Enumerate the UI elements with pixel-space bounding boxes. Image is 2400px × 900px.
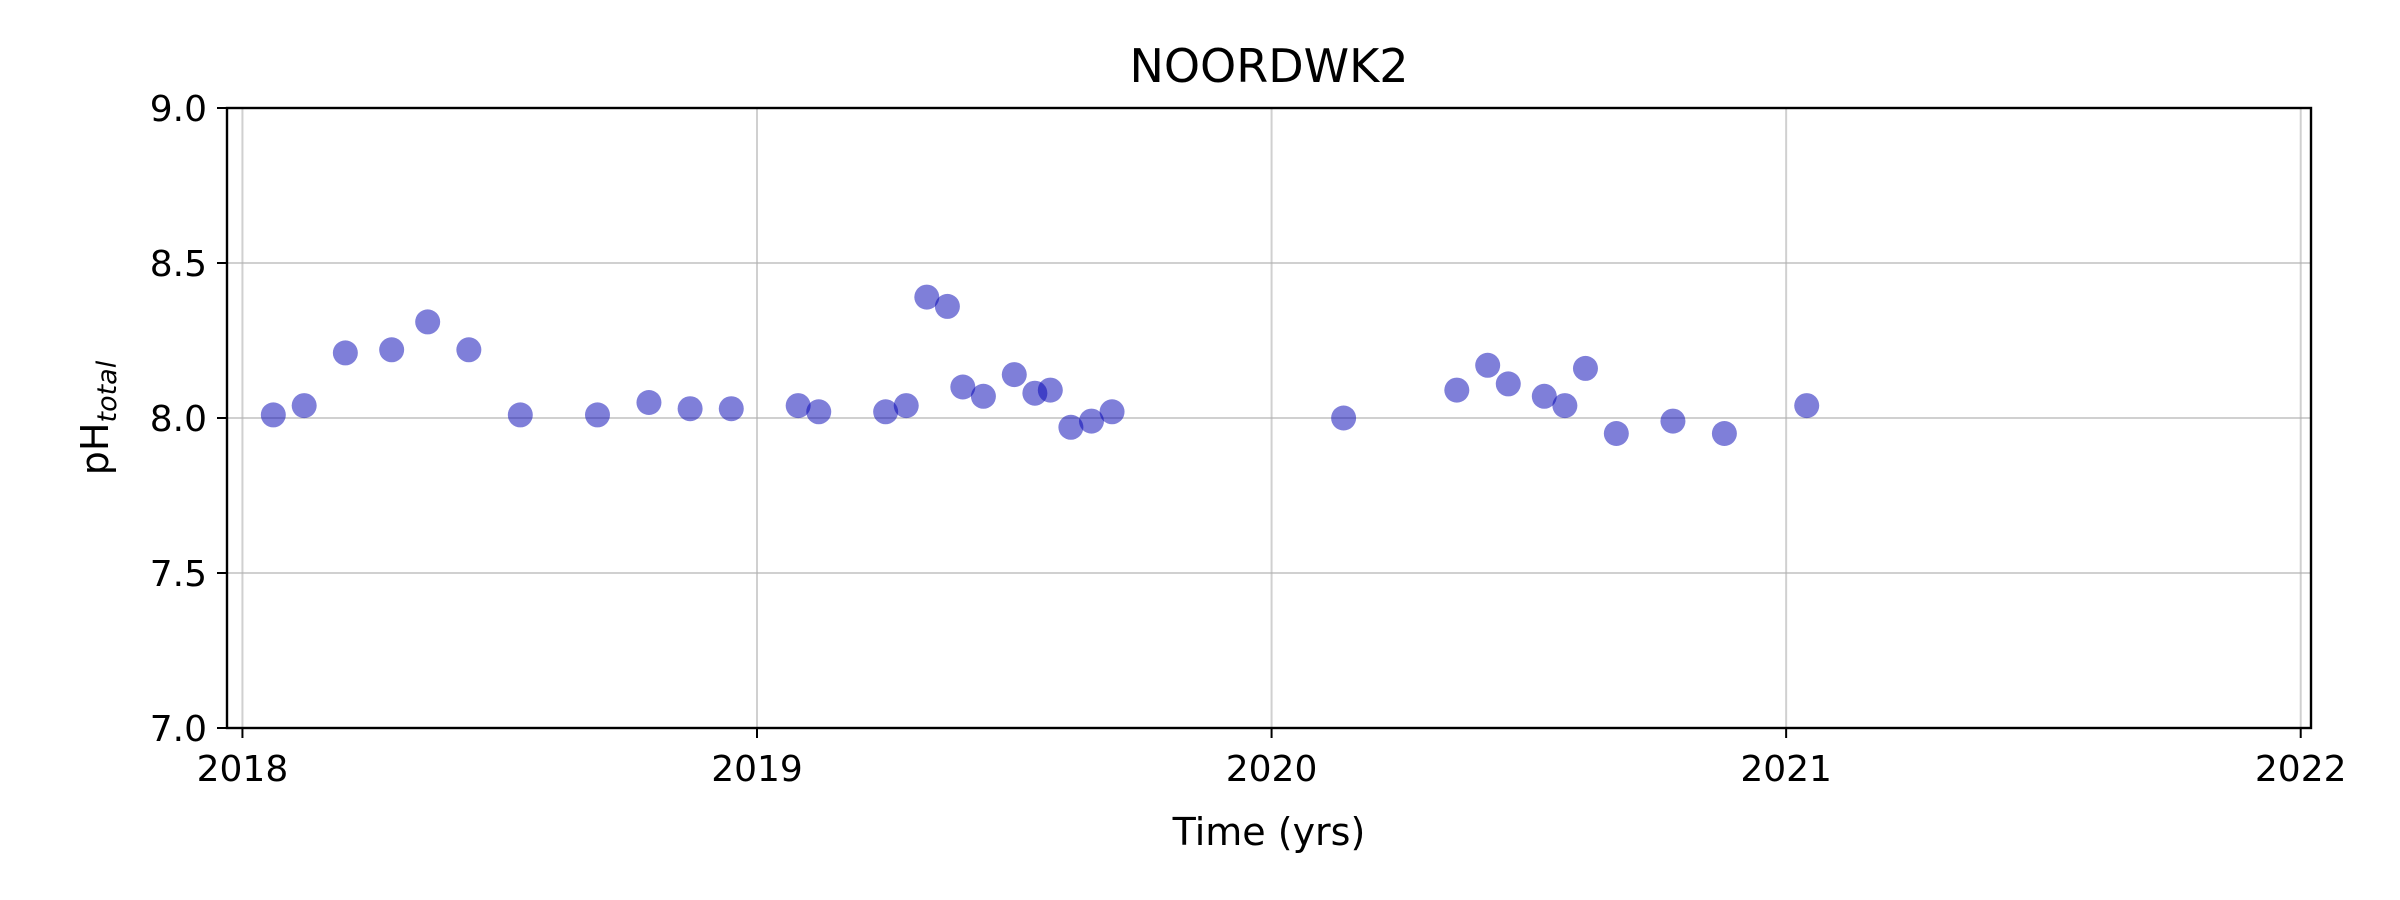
data-point [1572,355,1598,381]
data-point [1475,352,1501,378]
data-point [718,396,744,422]
data-point [260,402,286,428]
data-point [1552,393,1578,419]
data-point [1495,371,1521,397]
y-tick-label: 8.5 [150,244,207,285]
data-point [1660,408,1686,434]
data-point [584,402,610,428]
data-point [1037,377,1063,403]
x-tick-label: 2019 [711,749,803,790]
data-point [893,393,919,419]
data-point [636,390,662,415]
data-point [785,393,811,419]
y-tick-label: 8.0 [150,399,207,440]
data-point [1444,377,1470,403]
data-point [415,309,441,335]
data-point [507,402,533,428]
data-point [914,284,940,310]
chart-title: NOORDWK2 [1129,39,1408,93]
data-point [1531,383,1557,409]
data-point [1603,421,1629,446]
data-point [1331,405,1357,431]
data-point [1058,414,1084,440]
y-axis-label-subscript: total [92,360,123,422]
data-point [379,337,405,363]
y-tick-label: 9.0 [150,89,207,130]
data-point [1794,393,1820,419]
data-point [1099,399,1125,425]
x-axis-label: Time (yrs) [1172,810,1366,854]
data-point [456,337,482,363]
data-point [873,399,899,425]
data-point [934,293,960,319]
y-axis-label: pHtotal [73,360,123,475]
y-tick-label: 7.5 [150,554,207,595]
data-point [950,374,976,400]
y-axis-label-main: pH [73,423,117,476]
grid-lines [227,107,2311,729]
x-tick-label: 2018 [197,749,289,790]
data-point [970,383,996,409]
data-point [1078,408,1104,434]
y-tick-label: 7.0 [150,709,207,750]
x-tick-label: 2022 [2255,749,2347,790]
data-point [291,393,317,419]
data-point [677,396,703,422]
data-point [806,399,832,425]
data-points [260,284,1820,446]
data-point [1711,421,1737,446]
axis-ticks: 2018 2019 2020 2021 2022 7.0 7.5 8.0 8.5 9.0 [150,89,2347,790]
x-tick-label: 2021 [1740,749,1832,790]
data-point [1001,362,1027,388]
x-tick-label: 2020 [1226,749,1318,790]
data-point [332,340,358,366]
